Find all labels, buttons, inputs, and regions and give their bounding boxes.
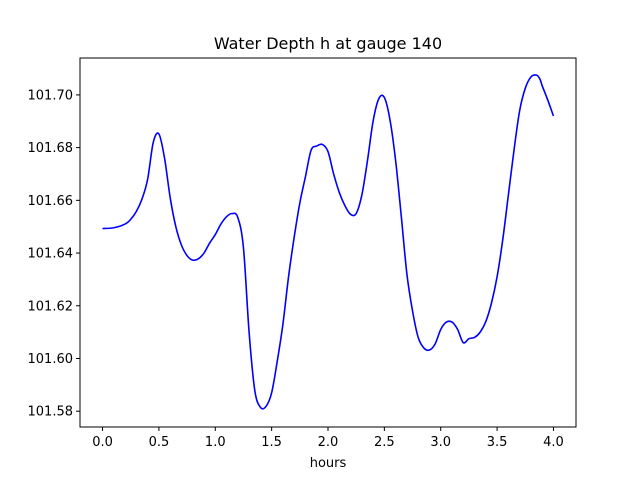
y-tick-label: 101.62 xyxy=(28,299,74,314)
chart-title: Water Depth h at gauge 140 xyxy=(214,34,442,53)
x-tick-label: 2.0 xyxy=(318,435,339,450)
x-tick-label: 3.5 xyxy=(487,435,508,450)
series-layer xyxy=(102,74,555,410)
y-tick-label: 101.64 xyxy=(28,247,74,262)
x-tick-label: 3.0 xyxy=(430,435,451,450)
x-tick-label: 4.0 xyxy=(543,435,564,450)
y-tick-label: 101.66 xyxy=(28,194,74,209)
x-tick-label: 2.5 xyxy=(374,435,395,450)
x-axis: 0.0 0.5 1.0 1.5 2.0 2.5 3.0 3.5 4.0 xyxy=(92,427,564,450)
x-tick-label: 1.0 xyxy=(205,435,226,450)
x-axis-label: hours xyxy=(310,456,347,471)
y-tick-label: 101.68 xyxy=(28,141,74,156)
series-line xyxy=(102,74,555,410)
y-tick-label: 101.70 xyxy=(28,88,74,103)
y-axis: 101.58 101.60 101.62 101.64 101.66 101.68 101.… xyxy=(28,88,80,420)
y-tick-label: 101.60 xyxy=(28,352,74,367)
x-tick-label: 1.5 xyxy=(261,435,282,450)
y-tick-label: 101.58 xyxy=(28,405,74,420)
x-tick-label: 0.0 xyxy=(92,435,113,450)
x-tick-label: 0.5 xyxy=(149,435,170,450)
